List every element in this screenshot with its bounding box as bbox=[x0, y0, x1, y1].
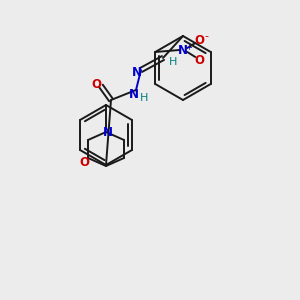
Text: N: N bbox=[129, 88, 139, 100]
Text: H: H bbox=[169, 57, 177, 67]
Text: O: O bbox=[194, 53, 204, 67]
Text: H: H bbox=[140, 93, 148, 103]
Text: O: O bbox=[194, 34, 204, 46]
Text: N: N bbox=[132, 65, 142, 79]
Text: O: O bbox=[79, 155, 89, 169]
Text: N: N bbox=[103, 125, 113, 139]
Text: N: N bbox=[178, 44, 188, 56]
Text: O: O bbox=[91, 77, 101, 91]
Text: -: - bbox=[204, 31, 208, 41]
Text: +: + bbox=[185, 44, 192, 52]
